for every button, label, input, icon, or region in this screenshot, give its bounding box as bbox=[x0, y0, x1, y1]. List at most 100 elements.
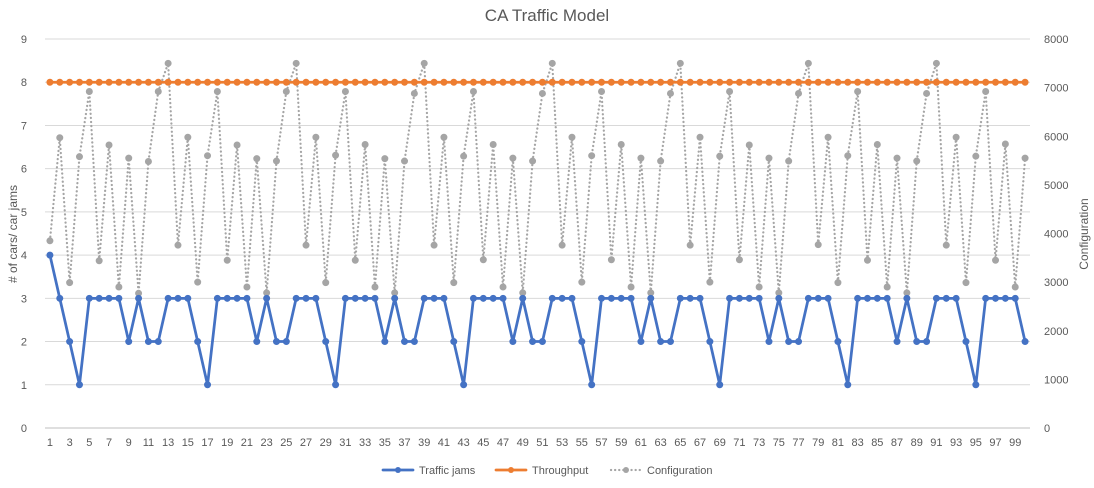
data-point bbox=[509, 78, 517, 86]
data-point bbox=[154, 338, 162, 346]
data-point bbox=[873, 78, 881, 86]
data-point bbox=[253, 338, 261, 346]
data-point bbox=[115, 78, 123, 86]
data-point bbox=[923, 78, 931, 86]
data-point bbox=[529, 157, 537, 165]
data-point bbox=[588, 152, 596, 160]
data-point bbox=[351, 294, 359, 302]
x-tick-label: 45 bbox=[477, 437, 489, 449]
x-tick-label: 31 bbox=[339, 437, 351, 449]
y2-tick-label: 1000 bbox=[1044, 374, 1068, 386]
data-point bbox=[420, 78, 428, 86]
data-point bbox=[204, 152, 212, 160]
data-point bbox=[489, 141, 497, 149]
data-point bbox=[253, 78, 261, 86]
data-point bbox=[775, 78, 783, 86]
data-point bbox=[854, 78, 862, 86]
data-point bbox=[844, 152, 852, 160]
data-point bbox=[538, 89, 546, 97]
x-tick-label: 23 bbox=[261, 437, 273, 449]
data-point bbox=[282, 88, 290, 96]
x-tick-label: 5 bbox=[86, 437, 92, 449]
chart-title: CA Traffic Model bbox=[485, 6, 609, 25]
data-point bbox=[657, 157, 665, 165]
x-tick-label: 67 bbox=[694, 437, 706, 449]
x-tick-label: 35 bbox=[379, 437, 391, 449]
data-point bbox=[519, 294, 527, 302]
data-point bbox=[223, 256, 231, 264]
data-point bbox=[992, 78, 1000, 86]
data-point bbox=[282, 78, 290, 86]
data-point bbox=[755, 78, 763, 86]
data-point bbox=[233, 141, 241, 149]
x-tick-label: 43 bbox=[458, 437, 470, 449]
series-throughput bbox=[46, 78, 1029, 86]
y-tick-label: 6 bbox=[21, 164, 27, 176]
data-point bbox=[844, 78, 852, 86]
data-point bbox=[607, 256, 615, 264]
data-point bbox=[913, 157, 921, 165]
data-point bbox=[538, 78, 546, 86]
data-point bbox=[1011, 283, 1019, 291]
x-tick-label: 77 bbox=[792, 437, 804, 449]
data-point bbox=[932, 59, 940, 67]
legend-marker bbox=[508, 467, 514, 473]
gridlines bbox=[45, 38, 1030, 429]
data-point bbox=[598, 78, 606, 86]
data-point bbox=[627, 78, 635, 86]
legend-item: Traffic jams bbox=[381, 465, 476, 477]
data-point bbox=[243, 283, 251, 291]
data-point bbox=[213, 294, 221, 302]
data-point bbox=[460, 78, 468, 86]
data-point bbox=[666, 89, 674, 97]
x-tick-label: 69 bbox=[714, 437, 726, 449]
data-point bbox=[686, 78, 694, 86]
data-point bbox=[125, 78, 133, 86]
x-tick-label: 41 bbox=[438, 437, 450, 449]
data-point bbox=[913, 78, 921, 86]
data-point bbox=[942, 241, 950, 249]
data-point bbox=[598, 88, 606, 96]
data-point bbox=[716, 152, 724, 160]
data-point bbox=[992, 294, 1000, 302]
data-point bbox=[194, 78, 202, 86]
data-point bbox=[706, 278, 714, 286]
x-tick-label: 29 bbox=[320, 437, 332, 449]
data-point bbox=[509, 338, 517, 346]
data-point bbox=[637, 154, 645, 162]
y-tick-label: 8 bbox=[21, 77, 27, 89]
data-point bbox=[302, 294, 310, 302]
data-point bbox=[420, 294, 428, 302]
data-point bbox=[755, 283, 763, 291]
data-point bbox=[824, 133, 832, 141]
data-point bbox=[706, 338, 714, 346]
y2-tick-label: 2000 bbox=[1044, 326, 1068, 338]
data-point bbox=[204, 381, 212, 389]
y-tick-label: 7 bbox=[21, 120, 27, 132]
data-point bbox=[726, 88, 734, 96]
data-point bbox=[1021, 78, 1029, 86]
data-point bbox=[657, 338, 665, 346]
x-tick-label: 55 bbox=[576, 437, 588, 449]
data-point bbox=[194, 338, 202, 346]
data-point bbox=[174, 294, 182, 302]
data-point bbox=[538, 338, 546, 346]
series-layer bbox=[46, 59, 1029, 389]
data-point bbox=[125, 154, 133, 162]
data-point bbox=[588, 381, 596, 389]
data-point bbox=[430, 78, 438, 86]
x-tick-label: 95 bbox=[970, 437, 982, 449]
data-point bbox=[824, 78, 832, 86]
data-point bbox=[105, 294, 113, 302]
legend-item: Throughput bbox=[494, 465, 588, 477]
data-point bbox=[893, 338, 901, 346]
data-point bbox=[144, 158, 152, 166]
data-point bbox=[529, 338, 537, 346]
data-point bbox=[617, 294, 625, 302]
data-point bbox=[844, 381, 852, 389]
data-point bbox=[1001, 294, 1009, 302]
data-point bbox=[804, 59, 812, 67]
data-point bbox=[726, 294, 734, 302]
data-point bbox=[499, 78, 507, 86]
x-tick-label: 81 bbox=[832, 437, 844, 449]
